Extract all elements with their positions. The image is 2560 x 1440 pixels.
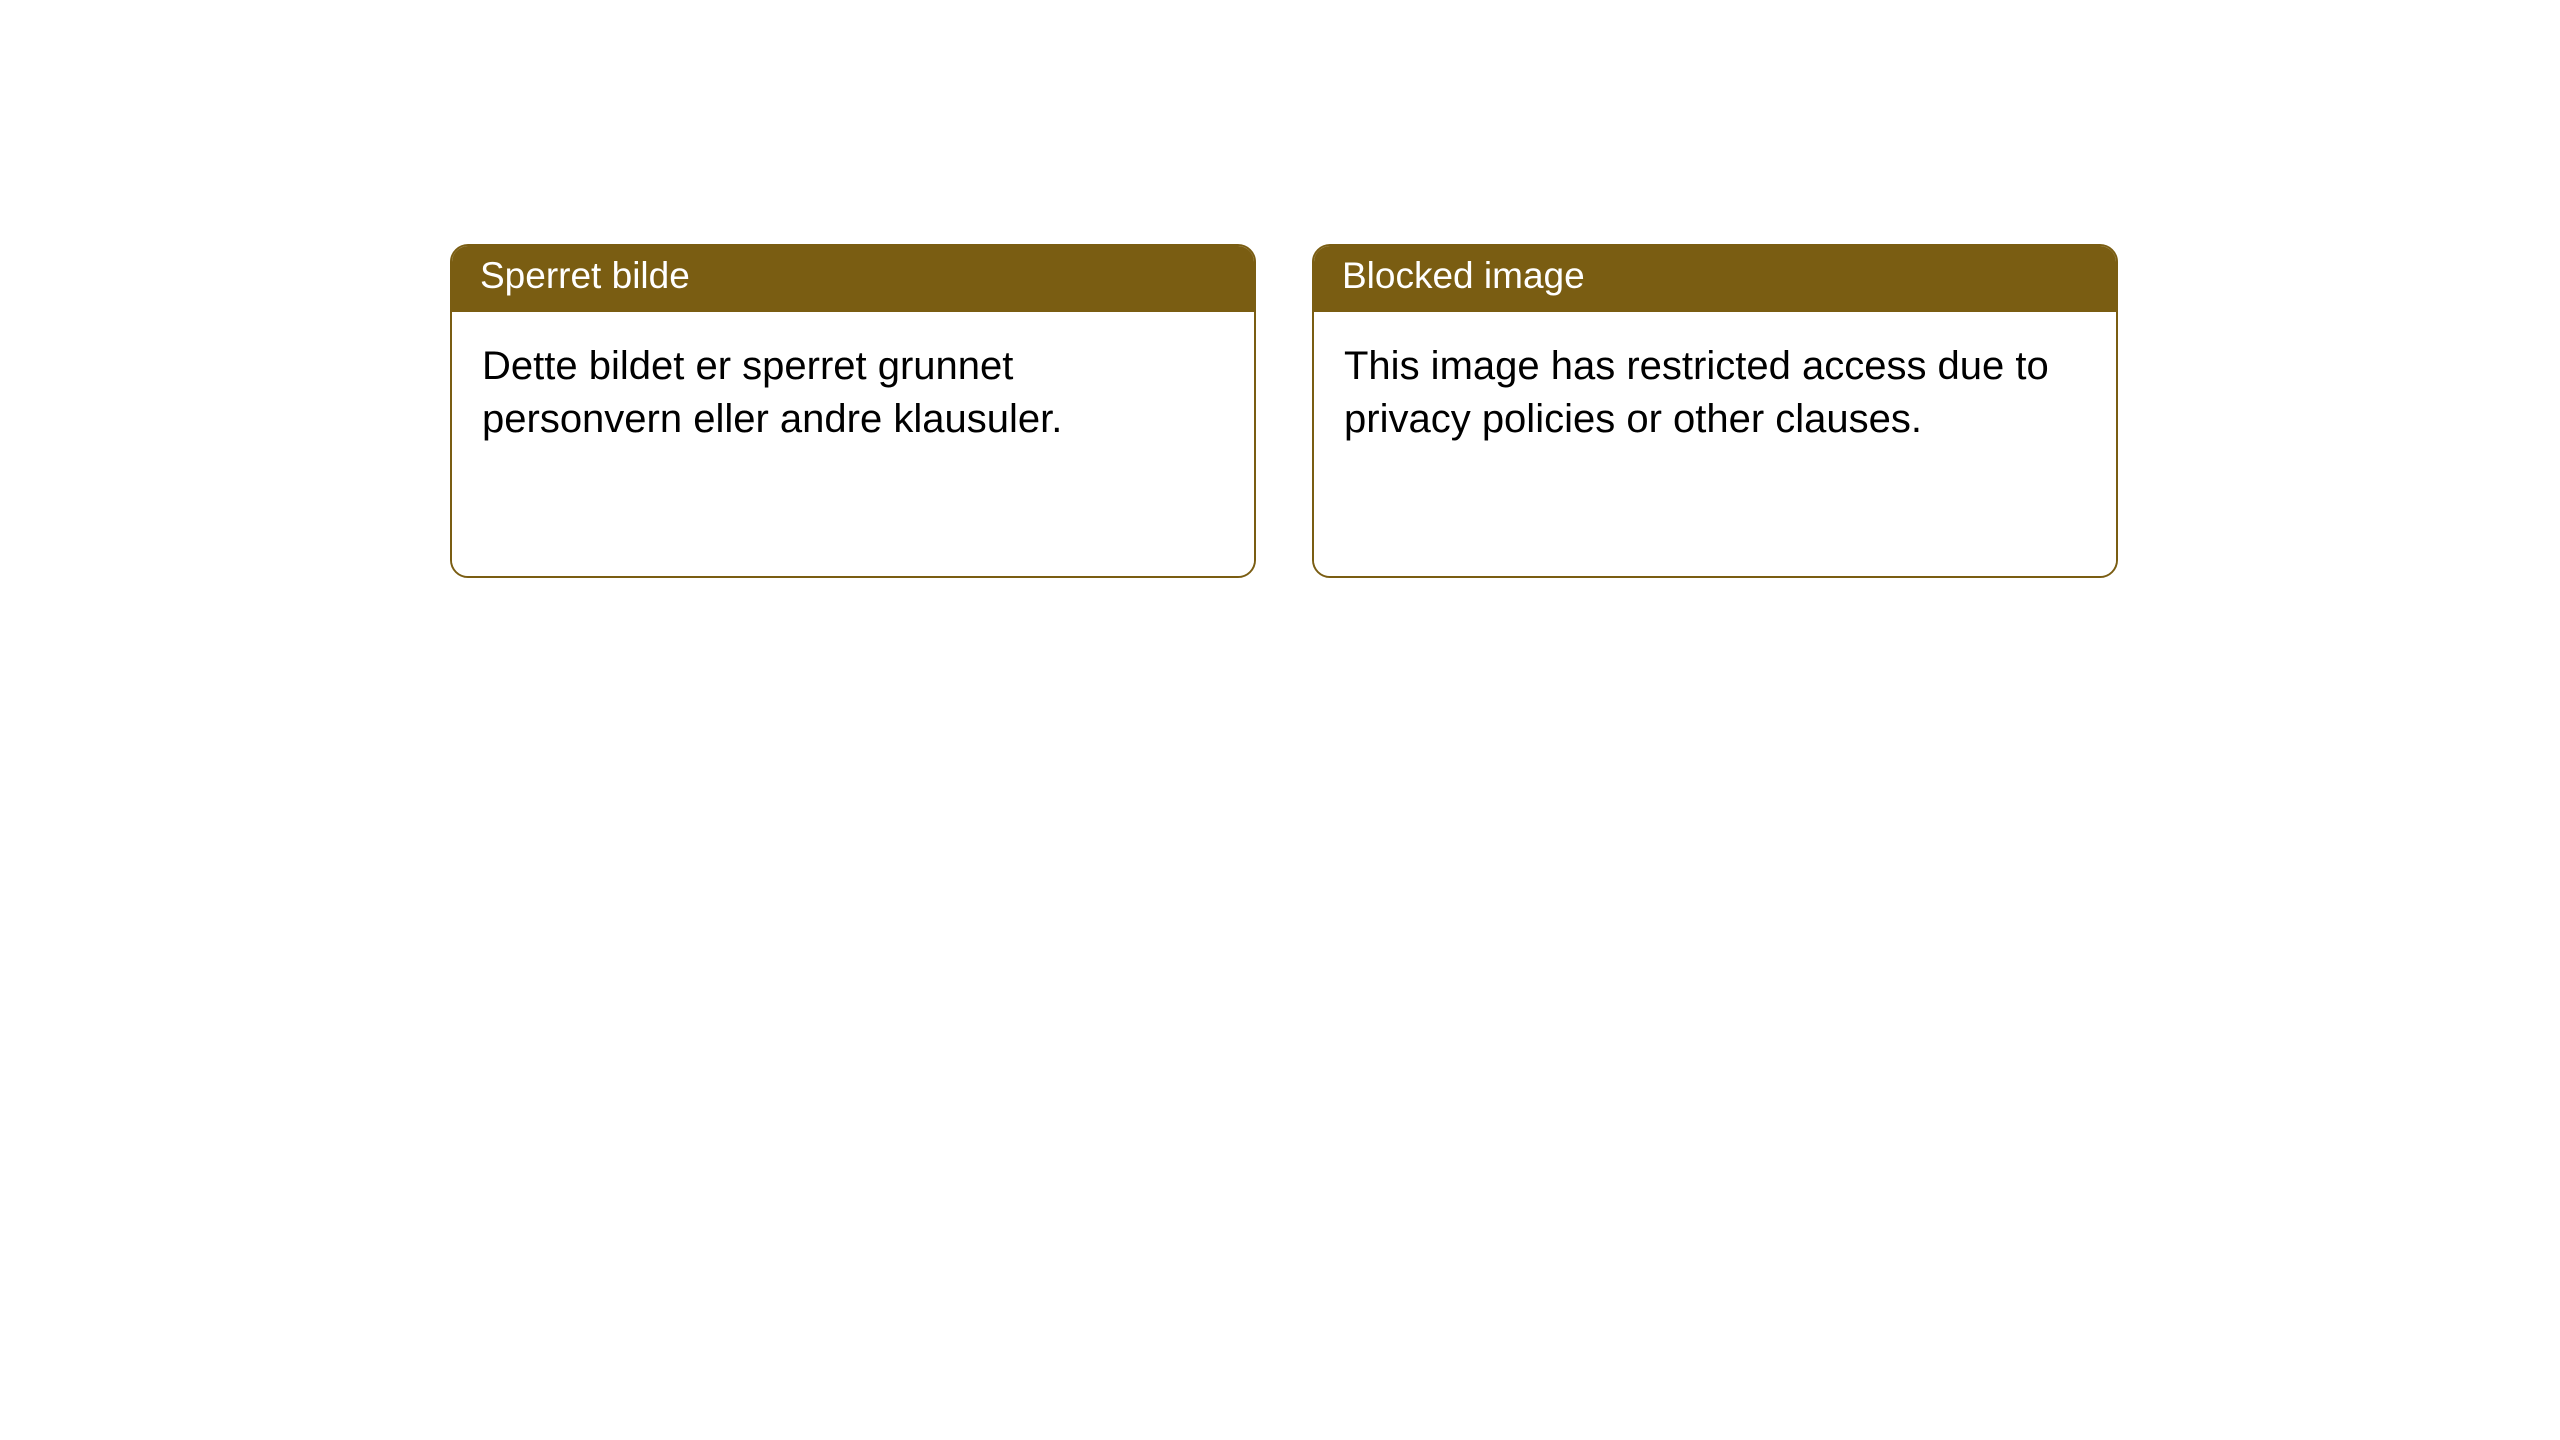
card-body: This image has restricted access due to … bbox=[1314, 312, 2116, 576]
card-header: Blocked image bbox=[1314, 246, 2116, 312]
card-title: Sperret bilde bbox=[480, 255, 690, 296]
card-header: Sperret bilde bbox=[452, 246, 1254, 312]
notice-card-norwegian: Sperret bilde Dette bildet er sperret gr… bbox=[450, 244, 1256, 578]
card-body: Dette bildet er sperret grunnet personve… bbox=[452, 312, 1254, 576]
card-body-text: Dette bildet er sperret grunnet personve… bbox=[482, 344, 1062, 441]
notice-card-container: Sperret bilde Dette bildet er sperret gr… bbox=[0, 0, 2560, 578]
card-title: Blocked image bbox=[1342, 255, 1585, 296]
card-body-text: This image has restricted access due to … bbox=[1344, 344, 2049, 441]
notice-card-english: Blocked image This image has restricted … bbox=[1312, 244, 2118, 578]
